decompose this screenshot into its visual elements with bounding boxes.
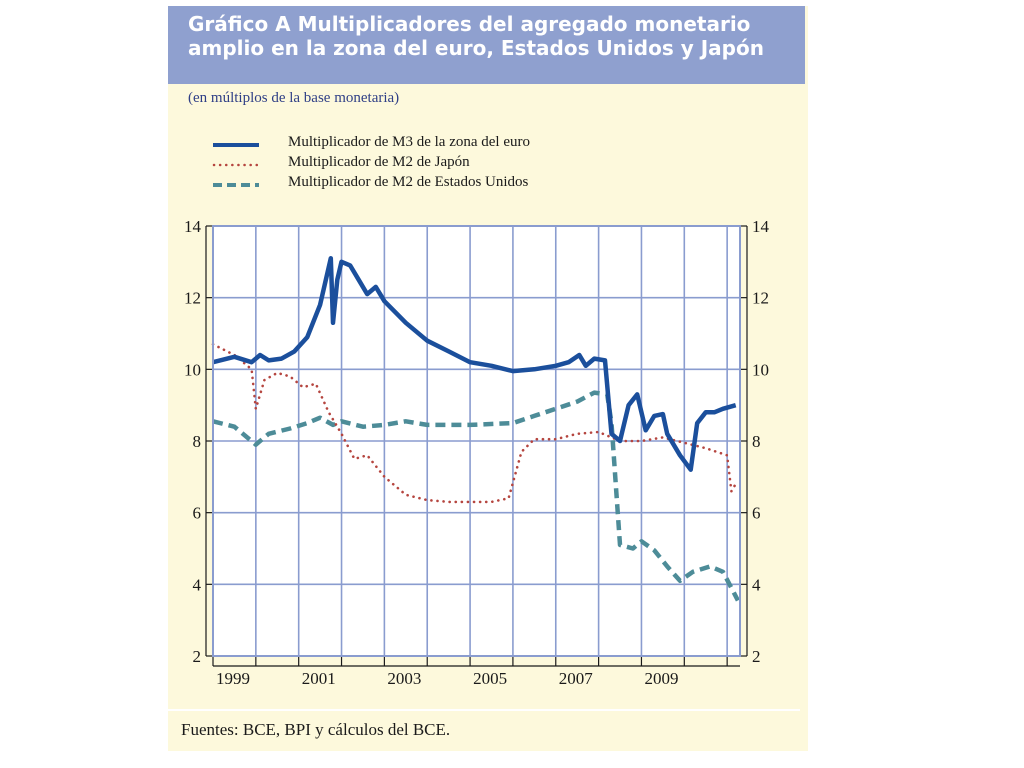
series-line-japan xyxy=(211,343,737,504)
legend-swatch-us xyxy=(213,183,259,187)
legend-label-us: Multiplicador de M2 de Estados Unidos xyxy=(288,174,529,190)
tick-labels: 2 2 4 4 6 6 8 8 10 10 12 12 14 14 1999 2001 2003 2005 2007… xyxy=(184,217,770,688)
x-tick-label: 2009 xyxy=(644,669,678,688)
legend-swatch-japan xyxy=(212,163,261,167)
y-tick-label-right: 2 xyxy=(752,647,761,666)
series-line-us xyxy=(212,390,740,602)
series-line-euro xyxy=(212,256,737,472)
x-tick-label: 2003 xyxy=(387,669,421,688)
legend-swatch-euro xyxy=(213,143,259,147)
line-chart: 2 2 4 4 6 6 8 8 10 10 12 12 14 14 1999 2001 2003 2005 2007… xyxy=(184,217,770,688)
legend-label-euro: Multiplicador de M3 de la zona del euro xyxy=(288,134,531,150)
y-tick-label-right: 8 xyxy=(752,432,761,451)
y-tick-label-left: 4 xyxy=(193,575,202,594)
y-tick-label-left: 8 xyxy=(193,432,202,451)
divider xyxy=(168,709,800,711)
chart-title: Gráfico A Multiplicadores del agregado m… xyxy=(188,12,764,60)
chart-subtitle: (en múltiplos de la base monetaria) xyxy=(188,90,400,106)
x-tick-label: 2007 xyxy=(559,669,594,688)
x-tick-label: 1999 xyxy=(216,669,250,688)
x-tick-label: 2005 xyxy=(473,669,507,688)
y-tick-label-right: 14 xyxy=(752,217,770,236)
title-bar: Gráfico A Multiplicadores del agregado m… xyxy=(168,6,805,84)
x-tick-label: 2001 xyxy=(302,669,336,688)
y-tick-label-right: 4 xyxy=(752,575,761,594)
y-tick-label-left: 12 xyxy=(184,289,201,308)
source-note: Fuentes: BCE, BPI y cálculos del BCE. xyxy=(181,720,451,739)
y-tick-label-left: 10 xyxy=(184,360,201,379)
plot-border xyxy=(212,225,741,657)
y-tick-label-left: 2 xyxy=(193,647,202,666)
chart-frame: Gráfico A Multiplicadores del agregado m… xyxy=(168,6,808,751)
series-lines xyxy=(211,256,740,602)
y-tick-label-left: 6 xyxy=(193,504,202,523)
y-tick-label-right: 12 xyxy=(752,289,769,308)
legend-label-japan: Multiplicador de M2 de Japón xyxy=(288,154,470,170)
y-tick-label-left: 14 xyxy=(184,217,202,236)
y-tick-label-right: 10 xyxy=(752,360,769,379)
y-tick-label-right: 6 xyxy=(752,504,761,523)
